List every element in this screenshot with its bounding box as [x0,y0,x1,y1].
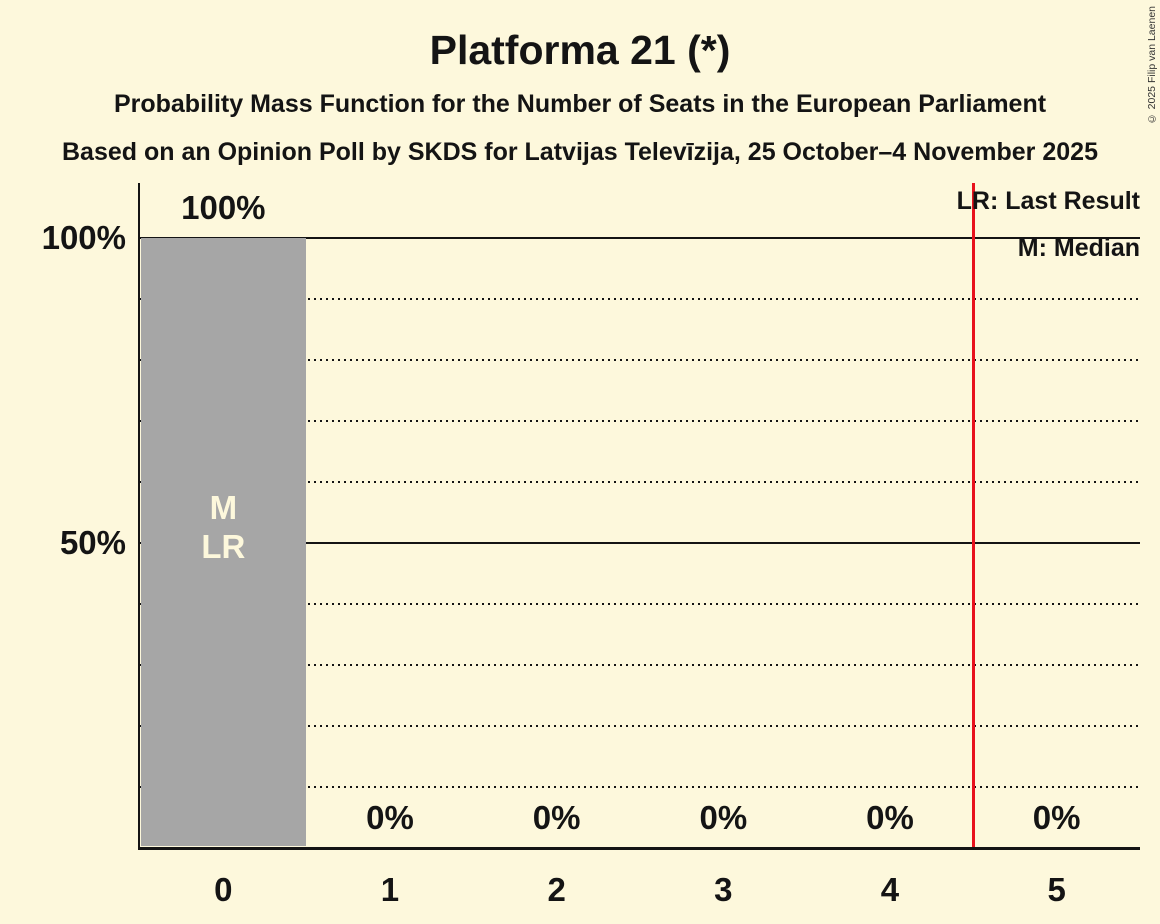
bar-value-label-5: 0% [1032,799,1081,836]
gridline-100 [140,236,1140,239]
y-axis-tick-100: 100% [41,219,126,256]
x-axis-tick-2: 2 [547,871,566,908]
gridline-40 [140,602,1140,605]
plot-area: M LR [137,183,1140,850]
legend-median-label: M: Median [1017,234,1140,262]
bar-value-label-4: 0% [866,799,914,836]
gridline-80 [140,358,1140,361]
bar-value-label-1: 0% [366,799,414,836]
gridline-90 [140,297,1140,300]
vertical-red-line [971,183,975,847]
y-axis-line [137,183,140,850]
probability-bar-0: M LR [141,237,306,846]
gridline-30 [140,663,1140,666]
y-axis-tick-50: 50% [59,524,126,561]
last-result-marker-label: LR [201,527,246,565]
x-axis-line [137,846,1140,850]
x-axis-tick-5: 5 [1047,871,1066,908]
median-last-result-marker: M LR [201,488,245,566]
bar-value-label-2: 0% [532,799,581,836]
median-marker-label: M [209,488,238,526]
x-axis-tick-1: 1 [380,871,400,908]
gridline-70 [140,419,1140,422]
bar-value-label-0: 100% [181,188,266,226]
legend-last-result-label: LR: Last Result [956,187,1140,215]
x-axis-tick-4: 4 [880,871,900,908]
gridline-10 [140,785,1140,788]
gridline-20 [140,724,1140,727]
bar-value-label-3: 0% [699,799,748,836]
chart-title: Platforma 21 (*) [429,27,731,73]
chart-subtitle: Probability Mass Function for the Number… [113,90,1047,118]
gridline-50 [140,541,1140,545]
gridline-60 [140,480,1140,483]
chart-source-line: Based on an Opinion Poll by SKDS for Lat… [62,138,1098,166]
x-axis-tick-0: 0 [214,871,233,908]
x-axis-tick-3: 3 [714,871,733,908]
